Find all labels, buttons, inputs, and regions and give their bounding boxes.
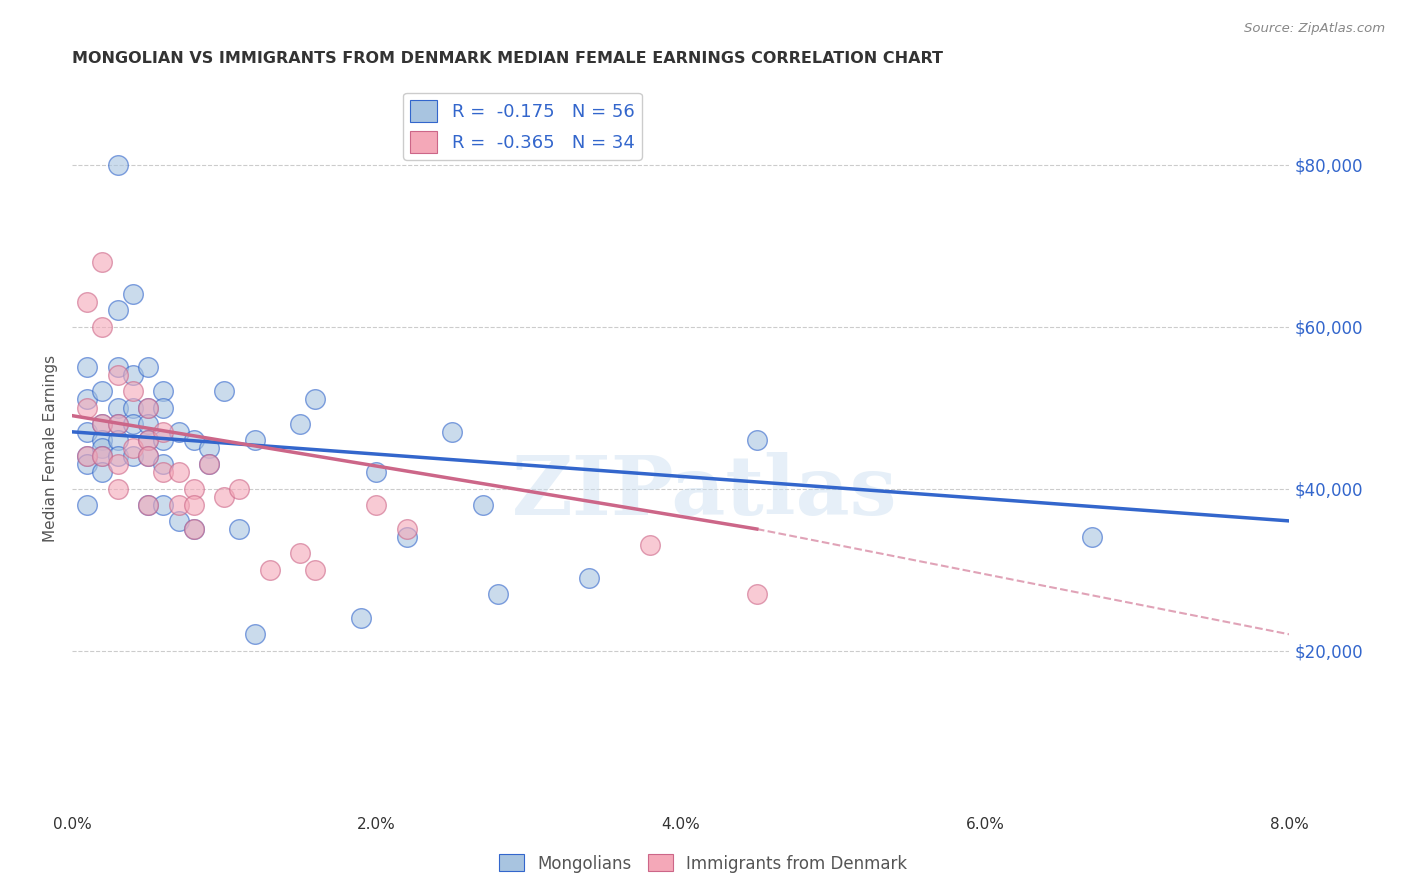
Point xyxy=(91,417,114,431)
Point xyxy=(91,384,114,399)
Point xyxy=(136,498,159,512)
Point xyxy=(76,295,98,310)
Point xyxy=(76,392,98,407)
Point xyxy=(91,319,114,334)
Point xyxy=(183,498,205,512)
Point xyxy=(395,530,418,544)
Point xyxy=(91,466,114,480)
Point xyxy=(91,449,114,463)
Point xyxy=(152,384,174,399)
Point xyxy=(152,401,174,415)
Point xyxy=(350,611,373,625)
Point xyxy=(136,401,159,415)
Point xyxy=(122,287,145,301)
Point xyxy=(486,587,509,601)
Point xyxy=(76,449,98,463)
Point xyxy=(638,538,661,552)
Point xyxy=(471,498,494,512)
Point xyxy=(183,433,205,447)
Point xyxy=(136,498,159,512)
Point xyxy=(167,498,190,512)
Point xyxy=(76,457,98,471)
Point xyxy=(395,522,418,536)
Text: Source: ZipAtlas.com: Source: ZipAtlas.com xyxy=(1244,22,1385,36)
Point xyxy=(91,441,114,455)
Point xyxy=(243,627,266,641)
Point xyxy=(745,433,768,447)
Point xyxy=(745,587,768,601)
Point xyxy=(107,433,129,447)
Point xyxy=(122,401,145,415)
Point xyxy=(76,359,98,374)
Point xyxy=(122,417,145,431)
Point xyxy=(107,457,129,471)
Point xyxy=(441,425,464,439)
Point xyxy=(122,368,145,383)
Point xyxy=(243,433,266,447)
Point xyxy=(107,449,129,463)
Point xyxy=(183,522,205,536)
Point xyxy=(290,546,312,560)
Point xyxy=(152,498,174,512)
Point xyxy=(259,562,281,576)
Point xyxy=(136,401,159,415)
Point xyxy=(76,401,98,415)
Point xyxy=(76,449,98,463)
Point xyxy=(290,417,312,431)
Point xyxy=(212,384,235,399)
Text: MONGOLIAN VS IMMIGRANTS FROM DENMARK MEDIAN FEMALE EARNINGS CORRELATION CHART: MONGOLIAN VS IMMIGRANTS FROM DENMARK MED… xyxy=(72,51,943,66)
Point xyxy=(183,522,205,536)
Point xyxy=(107,303,129,318)
Point xyxy=(136,433,159,447)
Y-axis label: Median Female Earnings: Median Female Earnings xyxy=(44,354,58,541)
Point xyxy=(91,449,114,463)
Point xyxy=(198,441,221,455)
Point xyxy=(212,490,235,504)
Point xyxy=(152,425,174,439)
Point xyxy=(167,466,190,480)
Point xyxy=(167,514,190,528)
Point xyxy=(91,433,114,447)
Point xyxy=(91,417,114,431)
Legend: Mongolians, Immigrants from Denmark: Mongolians, Immigrants from Denmark xyxy=(492,847,914,880)
Point xyxy=(152,457,174,471)
Point xyxy=(228,482,250,496)
Point xyxy=(152,466,174,480)
Point xyxy=(136,417,159,431)
Point xyxy=(122,441,145,455)
Point xyxy=(304,392,326,407)
Point xyxy=(228,522,250,536)
Text: ZIPatlas: ZIPatlas xyxy=(512,451,898,532)
Point xyxy=(122,449,145,463)
Point xyxy=(198,457,221,471)
Point xyxy=(107,482,129,496)
Point xyxy=(136,359,159,374)
Legend: R =  -0.175   N = 56, R =  -0.365   N = 34: R = -0.175 N = 56, R = -0.365 N = 34 xyxy=(404,93,643,160)
Point xyxy=(107,401,129,415)
Point xyxy=(136,433,159,447)
Point xyxy=(91,254,114,268)
Point xyxy=(167,425,190,439)
Point xyxy=(122,384,145,399)
Point xyxy=(107,359,129,374)
Point xyxy=(76,425,98,439)
Point xyxy=(136,449,159,463)
Point xyxy=(304,562,326,576)
Point xyxy=(1080,530,1102,544)
Point xyxy=(183,482,205,496)
Point xyxy=(366,498,388,512)
Point xyxy=(107,417,129,431)
Point xyxy=(578,571,600,585)
Point xyxy=(107,157,129,171)
Point xyxy=(107,368,129,383)
Point xyxy=(76,498,98,512)
Point xyxy=(366,466,388,480)
Point xyxy=(136,449,159,463)
Point xyxy=(107,417,129,431)
Point xyxy=(152,433,174,447)
Point xyxy=(198,457,221,471)
